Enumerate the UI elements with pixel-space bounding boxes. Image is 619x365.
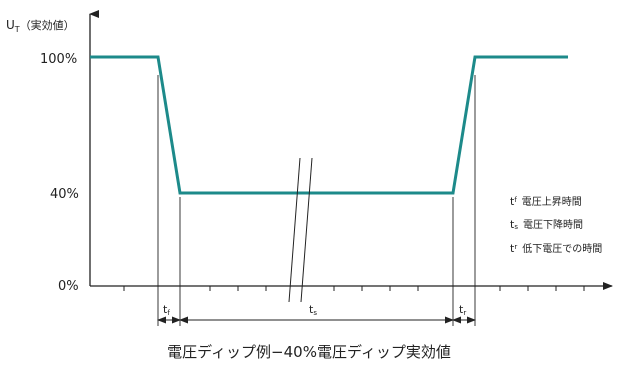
interval-tr-label: tr (459, 303, 466, 317)
legend-item-ts: ts 電圧下降時間 (510, 218, 583, 231)
legend-item-tf: tf 電圧上昇時間 (510, 195, 582, 208)
legend: tf 電圧上昇時間 ts 電圧下降時間 tr 低下電圧での時間 (510, 195, 602, 255)
y-tick-100: 100% (40, 52, 77, 67)
interval-tf-label: tf (163, 303, 170, 317)
legend-item-tr: tr 低下電圧での時間 (510, 242, 602, 255)
guide-lines (157, 75, 476, 326)
interval-ts-label: ts (309, 303, 317, 317)
x-axis-ticks (123, 286, 585, 291)
axis-break-marks (288, 157, 313, 303)
figure-caption: 電圧ディップ例−40%電圧ディップ実効値 (167, 343, 451, 361)
y-tick-0: 0% (58, 279, 79, 294)
y-axis-label: UT（実効値） (6, 18, 75, 34)
y-tick-40: 40% (50, 187, 79, 202)
voltage-waveform (90, 55, 568, 195)
